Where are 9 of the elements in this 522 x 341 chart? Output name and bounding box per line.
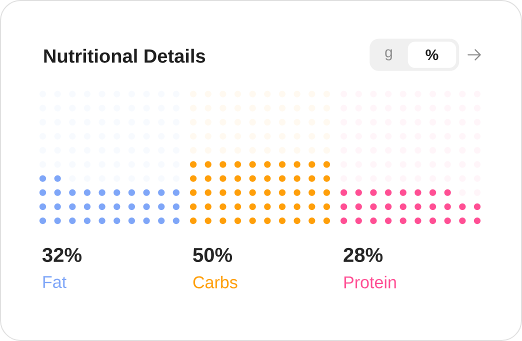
data-label: 28% [344,248,383,262]
data-label: 50% [193,248,232,262]
data-label: 32% [42,248,82,262]
category-label: Fat [43,276,66,288]
category-label: Protein [344,276,396,288]
text: g [385,49,392,60]
text: % [426,50,438,60]
text: Nutritional Details [44,48,206,63]
category-label: Carbs [193,276,238,288]
